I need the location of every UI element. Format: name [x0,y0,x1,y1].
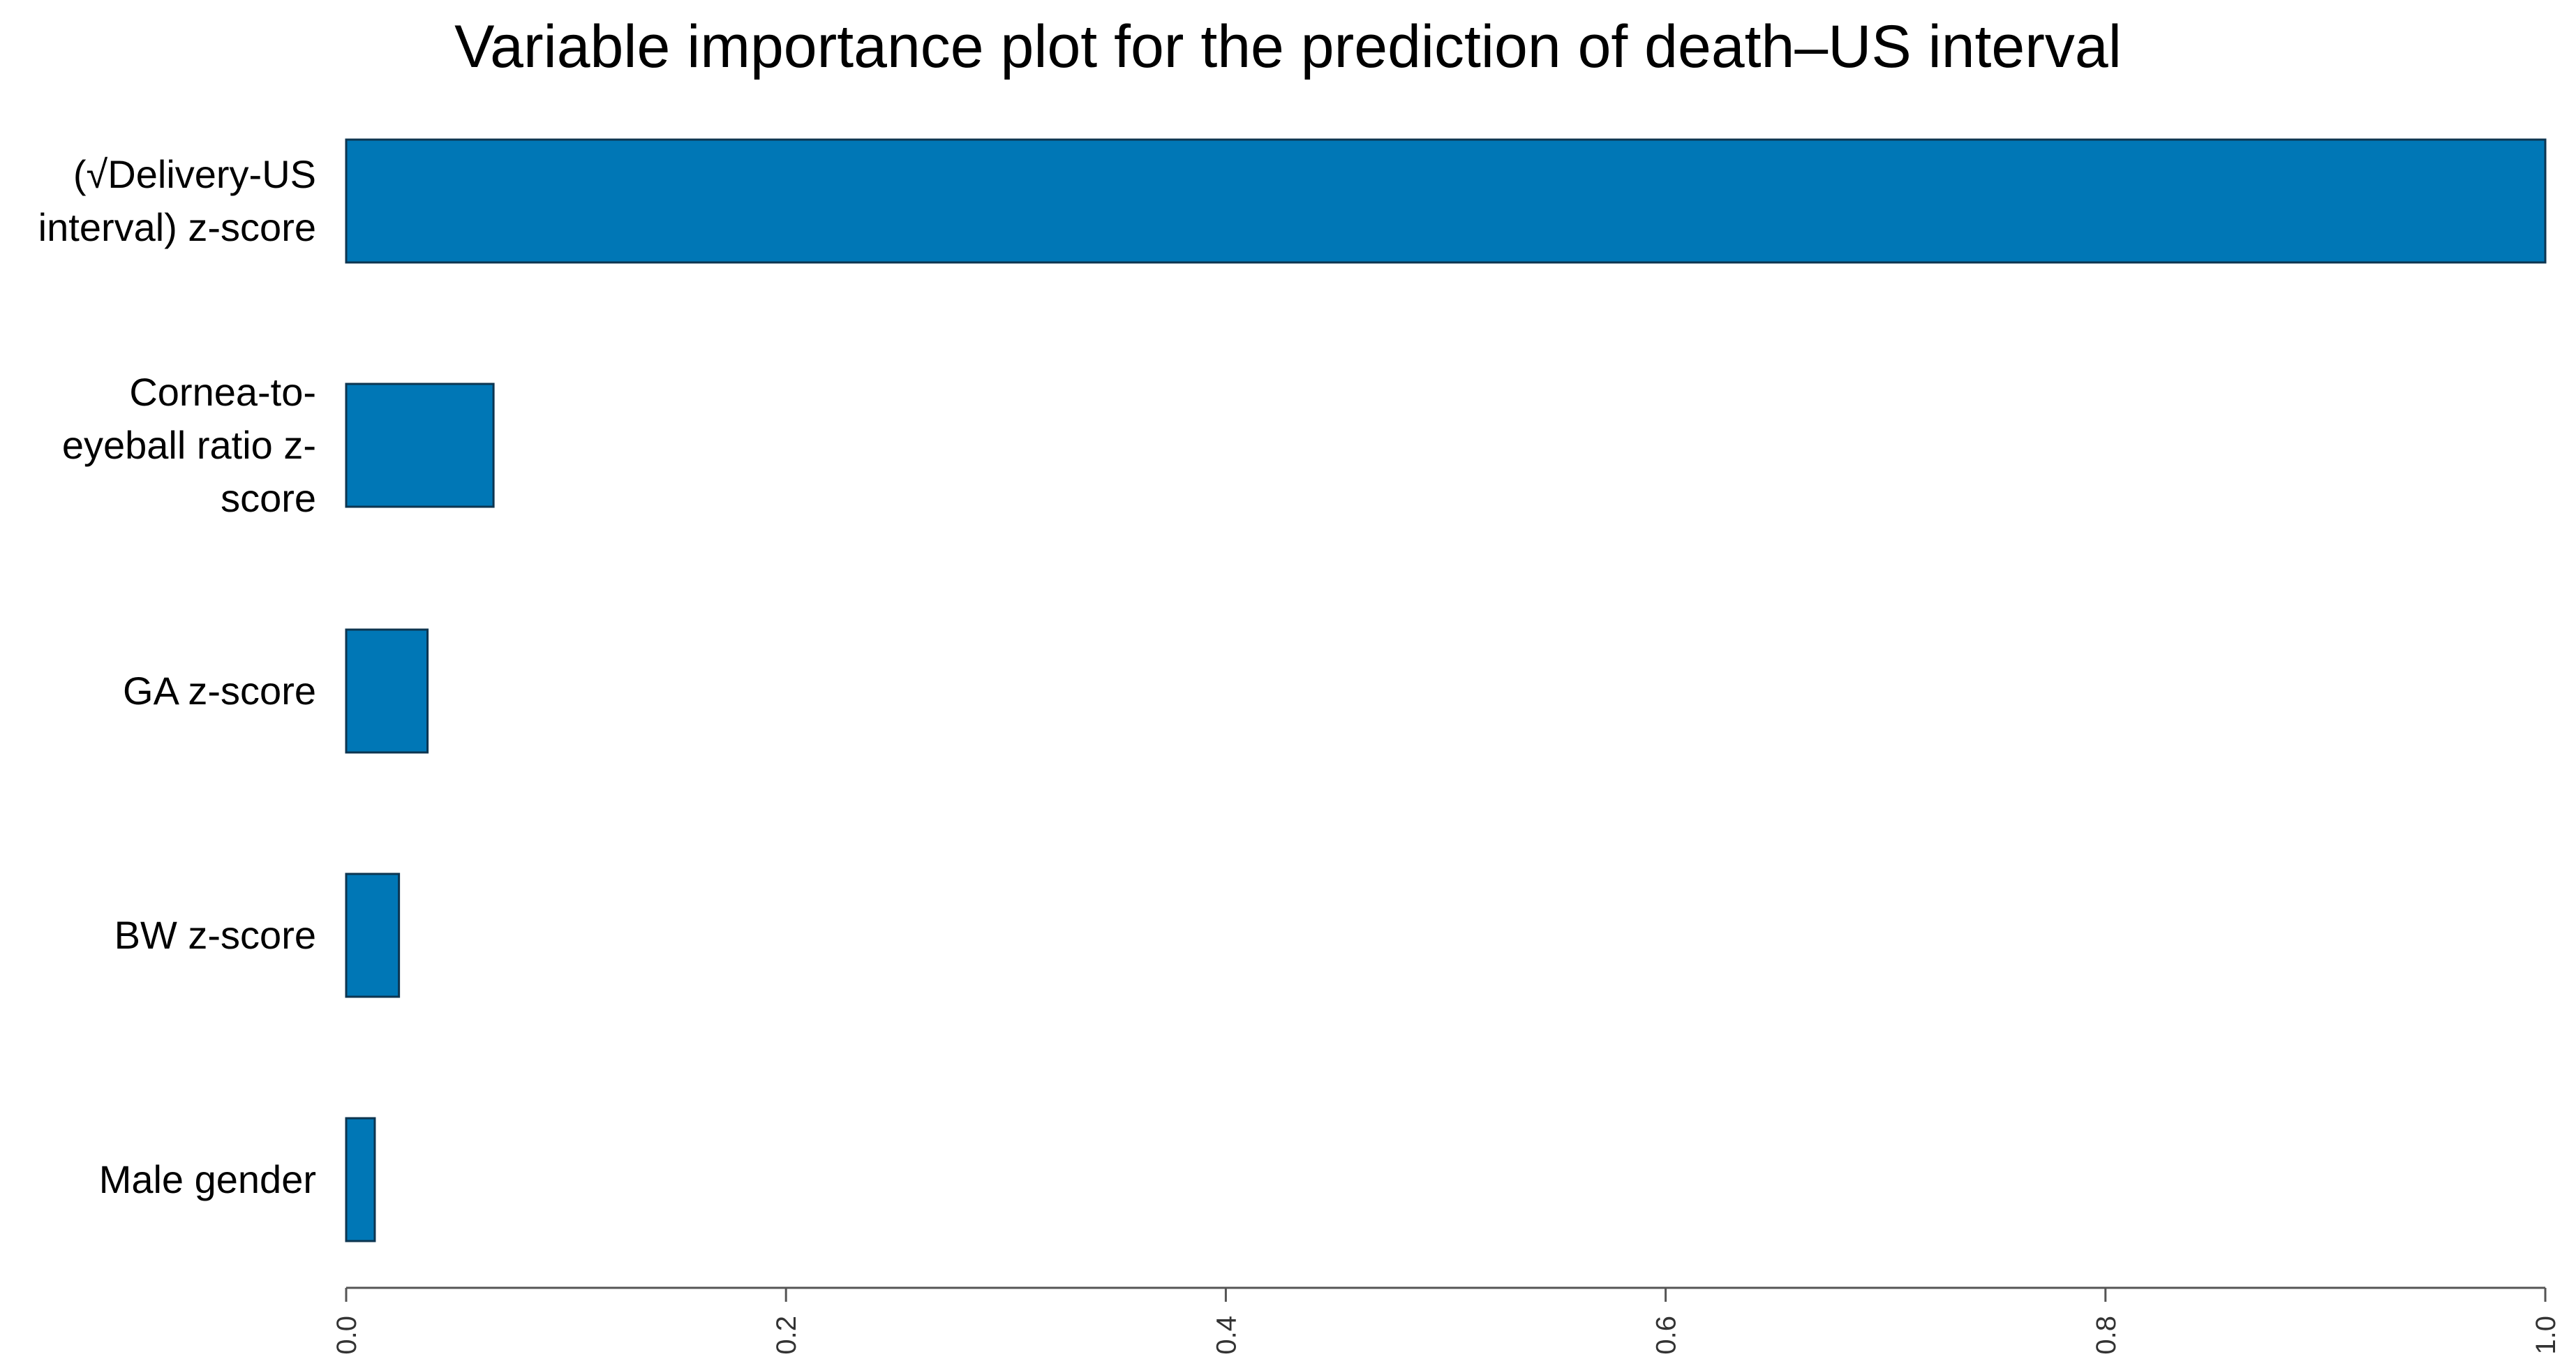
category-label-ga: GA z-score [123,669,316,713]
bar-1 [345,383,495,508]
x-tick-label-4: 0.8 [2091,1316,2122,1355]
category-label-male-gender: Male gender [98,1157,316,1201]
x-axis: 0.0 0.2 0.4 0.6 0.8 1.0 [332,1286,2561,1355]
x-tick-label-0: 0.0 [332,1316,362,1355]
x-tick-label-5: 1.0 [2531,1316,2561,1355]
x-tick-label-3: 0.6 [1651,1316,1682,1355]
x-tick-label-1: 0.2 [771,1316,802,1355]
bar-4 [345,1117,376,1242]
category-label-cornea-eyeball: Cornea-to- eyeball ratio z- score [61,370,316,520]
bar-2 [345,628,429,754]
chart-title: Variable importance plot for the predict… [454,13,2122,80]
x-tick-label-2: 0.4 [1211,1316,1242,1355]
category-label-bw: BW z-score [114,913,316,957]
bar-3 [345,873,401,998]
bar-0 [345,138,2547,264]
category-label-delivery-us: (√Delivery-US interval) z-score [38,152,316,249]
bars-group [345,138,2547,1242]
